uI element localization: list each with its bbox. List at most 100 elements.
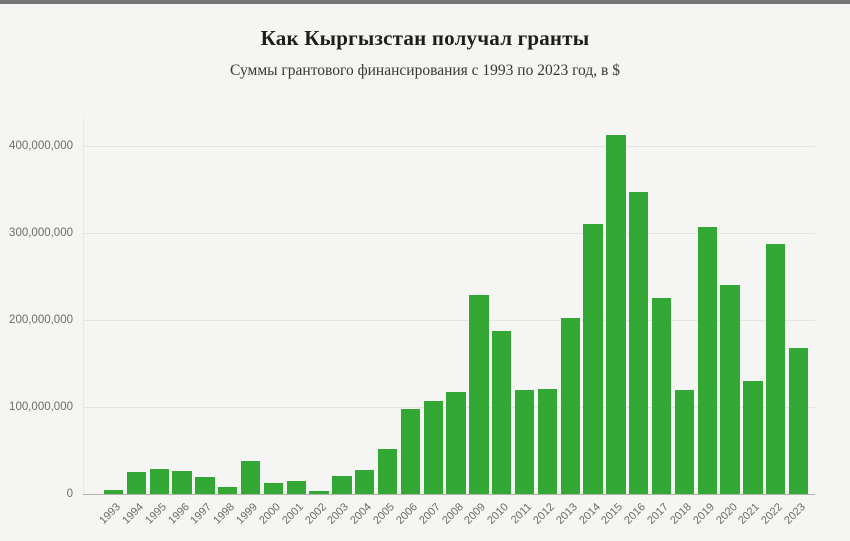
x-tick-label: 1996 bbox=[165, 501, 192, 527]
x-tick-cell: 1999 bbox=[234, 494, 260, 534]
bar-2003 bbox=[332, 475, 352, 494]
gridline bbox=[83, 320, 815, 321]
x-tick-cell: 2008 bbox=[440, 494, 466, 534]
gridline bbox=[83, 233, 815, 234]
bar-2019 bbox=[697, 226, 717, 494]
x-tick-cell: 1998 bbox=[211, 494, 237, 534]
bar-2023 bbox=[788, 347, 809, 494]
x-tick-cell: 2002 bbox=[303, 494, 329, 534]
bar-2004 bbox=[355, 469, 375, 494]
bar-2008 bbox=[446, 392, 466, 494]
y-tick-label: 0 bbox=[66, 488, 73, 500]
top-accent-bar bbox=[0, 0, 850, 4]
x-tick-cell: 1997 bbox=[189, 494, 215, 534]
x-tick-cell: 1995 bbox=[143, 494, 169, 534]
bar-2013 bbox=[560, 318, 580, 494]
bar-2010 bbox=[492, 331, 512, 494]
x-tick-label: 2019 bbox=[690, 501, 717, 527]
bar-1997 bbox=[195, 476, 215, 494]
x-tick-label: 2001 bbox=[279, 501, 306, 527]
bar-2005 bbox=[377, 448, 398, 494]
bar-2007 bbox=[423, 400, 443, 494]
x-tick-label: 2000 bbox=[257, 501, 283, 527]
x-tick-label: 2004 bbox=[348, 501, 375, 527]
bar-2011 bbox=[514, 390, 535, 494]
x-tick-label: 2008 bbox=[439, 501, 466, 527]
bar-2017 bbox=[651, 298, 672, 494]
x-tick-label: 2009 bbox=[462, 501, 489, 527]
x-tick-cell: 2004 bbox=[348, 494, 374, 534]
x-tick-cell: 1993 bbox=[97, 494, 123, 534]
x-tick-cell: 2000 bbox=[257, 494, 283, 534]
bars-band bbox=[104, 120, 809, 494]
x-tick-label: 2018 bbox=[668, 501, 694, 527]
x-tick-label: 1995 bbox=[142, 501, 169, 527]
bar-2009 bbox=[469, 294, 489, 494]
bar-2002 bbox=[309, 491, 329, 494]
bar-2020 bbox=[720, 285, 740, 494]
x-axis-labels: 1993 1994 1995 1996 1997 1998 1999 2000 2001 2002… bbox=[97, 494, 808, 534]
x-tick-label: 2005 bbox=[371, 501, 398, 527]
x-tick-label: 2002 bbox=[302, 501, 329, 527]
x-tick-cell: 2005 bbox=[371, 494, 397, 534]
x-tick-label: 2017 bbox=[645, 501, 672, 527]
x-tick-cell: 2011 bbox=[509, 494, 534, 534]
x-tick-label: 2022 bbox=[759, 501, 786, 527]
bar-1996 bbox=[172, 471, 192, 494]
x-tick-cell: 2017 bbox=[645, 494, 671, 534]
x-tick-label: 2003 bbox=[325, 501, 352, 527]
x-tick-cell: 2012 bbox=[531, 494, 557, 534]
bar-2014 bbox=[583, 224, 603, 494]
x-tick-label: 2016 bbox=[622, 501, 649, 527]
bar-1999 bbox=[240, 460, 261, 494]
y-axis-line bbox=[83, 118, 84, 494]
x-tick-label: 2020 bbox=[713, 501, 740, 527]
bar-1995 bbox=[149, 468, 169, 494]
chart-subtitle: Суммы грантового финансирования с 1993 п… bbox=[230, 62, 620, 79]
y-tick-label: 400,000,000 bbox=[9, 140, 73, 152]
x-tick-cell: 1996 bbox=[166, 494, 192, 534]
bar-2021 bbox=[743, 380, 763, 494]
x-tick-label: 2010 bbox=[485, 501, 512, 527]
bar-2001 bbox=[286, 480, 306, 494]
x-tick-cell: 2020 bbox=[714, 494, 740, 534]
y-tick-label: 100,000,000 bbox=[9, 401, 73, 413]
x-tick-label: 1993 bbox=[97, 501, 124, 527]
y-tick-label: 300,000,000 bbox=[9, 227, 73, 239]
x-tick-cell: 2003 bbox=[326, 494, 352, 534]
bar-1994 bbox=[126, 472, 147, 494]
x-tick-label: 2013 bbox=[553, 501, 580, 527]
bar-2015 bbox=[606, 134, 626, 494]
x-tick-cell: 2013 bbox=[554, 494, 580, 534]
x-tick-cell: 2006 bbox=[394, 494, 420, 534]
x-tick-label: 2012 bbox=[531, 501, 557, 527]
x-tick-label: 1994 bbox=[120, 501, 146, 527]
x-tick-label: 1999 bbox=[234, 501, 261, 527]
x-tick-cell: 1994 bbox=[120, 494, 146, 534]
x-tick-label: 2023 bbox=[782, 501, 808, 527]
x-tick-cell: 2022 bbox=[759, 494, 785, 534]
bar-2018 bbox=[674, 389, 695, 494]
x-tick-cell: 2014 bbox=[577, 494, 603, 534]
x-tick-cell: 2019 bbox=[691, 494, 717, 534]
x-tick-cell: 2001 bbox=[280, 494, 306, 534]
bar-1998 bbox=[218, 487, 238, 494]
x-tick-label: 2011 bbox=[508, 501, 535, 527]
x-tick-cell: 2016 bbox=[622, 494, 648, 534]
x-tick-label: 2007 bbox=[416, 501, 443, 527]
x-tick-label: 1997 bbox=[188, 501, 215, 527]
x-tick-cell: 2023 bbox=[782, 494, 808, 534]
x-tick-cell: 2018 bbox=[668, 494, 694, 534]
bar-2006 bbox=[400, 408, 421, 494]
x-axis-baseline bbox=[83, 494, 815, 495]
x-tick-cell: 2015 bbox=[600, 494, 626, 534]
x-tick-label: 2014 bbox=[576, 501, 603, 527]
bar-1993 bbox=[104, 489, 124, 494]
gridline bbox=[83, 146, 815, 147]
y-tick-label: 200,000,000 bbox=[9, 314, 73, 326]
bar-2022 bbox=[766, 244, 786, 494]
x-tick-label: 2021 bbox=[736, 501, 763, 527]
x-tick-label: 2015 bbox=[599, 501, 626, 527]
